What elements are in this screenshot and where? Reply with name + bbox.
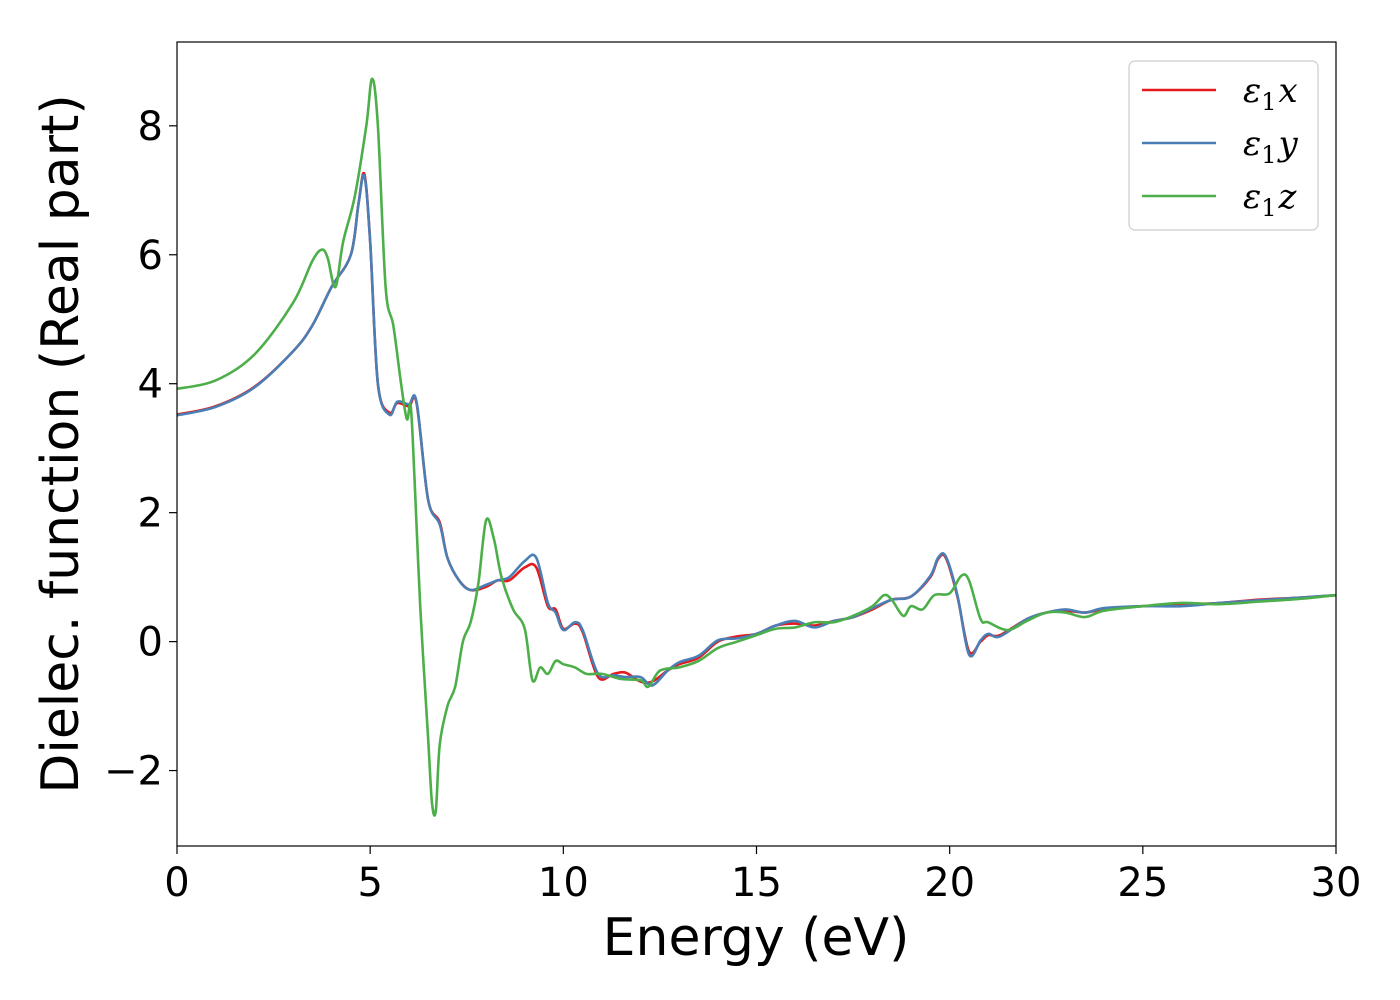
legend-subscript: 1 [1261, 194, 1276, 222]
y-axis-ticks: −2 0 2 4 6 8 [104, 104, 177, 795]
legend-subscript: 1 [1261, 141, 1276, 169]
legend-symbol: ε [1243, 177, 1261, 217]
y-tick-label: 8 [138, 104, 163, 150]
legend-label-y: ε1y [1243, 124, 1299, 169]
x-tick-label: 0 [164, 860, 189, 906]
legend-frame [1128, 60, 1319, 231]
y-tick-label: 4 [138, 362, 163, 408]
legend-label-z: ε1z [1243, 177, 1298, 222]
x-tick-label: 25 [1117, 860, 1168, 906]
y-axis-label: Dielec. function (Real part) [31, 94, 91, 793]
y-tick-label: 6 [138, 233, 163, 279]
x-tick-label: 15 [731, 860, 782, 906]
x-axis-ticks: 0 5 10 15 20 25 30 [164, 846, 1361, 906]
legend-label-x: ε1x [1243, 71, 1298, 116]
x-tick-label: 30 [1311, 860, 1362, 906]
x-axis-label: Energy (eV) [603, 908, 910, 968]
series-line-z [177, 77, 1336, 817]
x-tick-label: 20 [924, 860, 975, 906]
y-tick-label: −2 [104, 749, 163, 795]
y-tick-label: 2 [138, 491, 163, 537]
legend-component: x [1279, 71, 1298, 111]
y-tick-label: 0 [138, 620, 163, 666]
legend-component: z [1278, 177, 1298, 217]
legend-symbol: ε [1243, 71, 1261, 111]
x-tick-label: 10 [538, 860, 589, 906]
series-layer [177, 77, 1336, 817]
legend-symbol: ε [1243, 124, 1261, 164]
x-tick-label: 5 [357, 860, 382, 906]
series-line-y [177, 173, 1336, 687]
legend-component: y [1277, 124, 1299, 164]
legend-subscript: 1 [1261, 88, 1276, 116]
